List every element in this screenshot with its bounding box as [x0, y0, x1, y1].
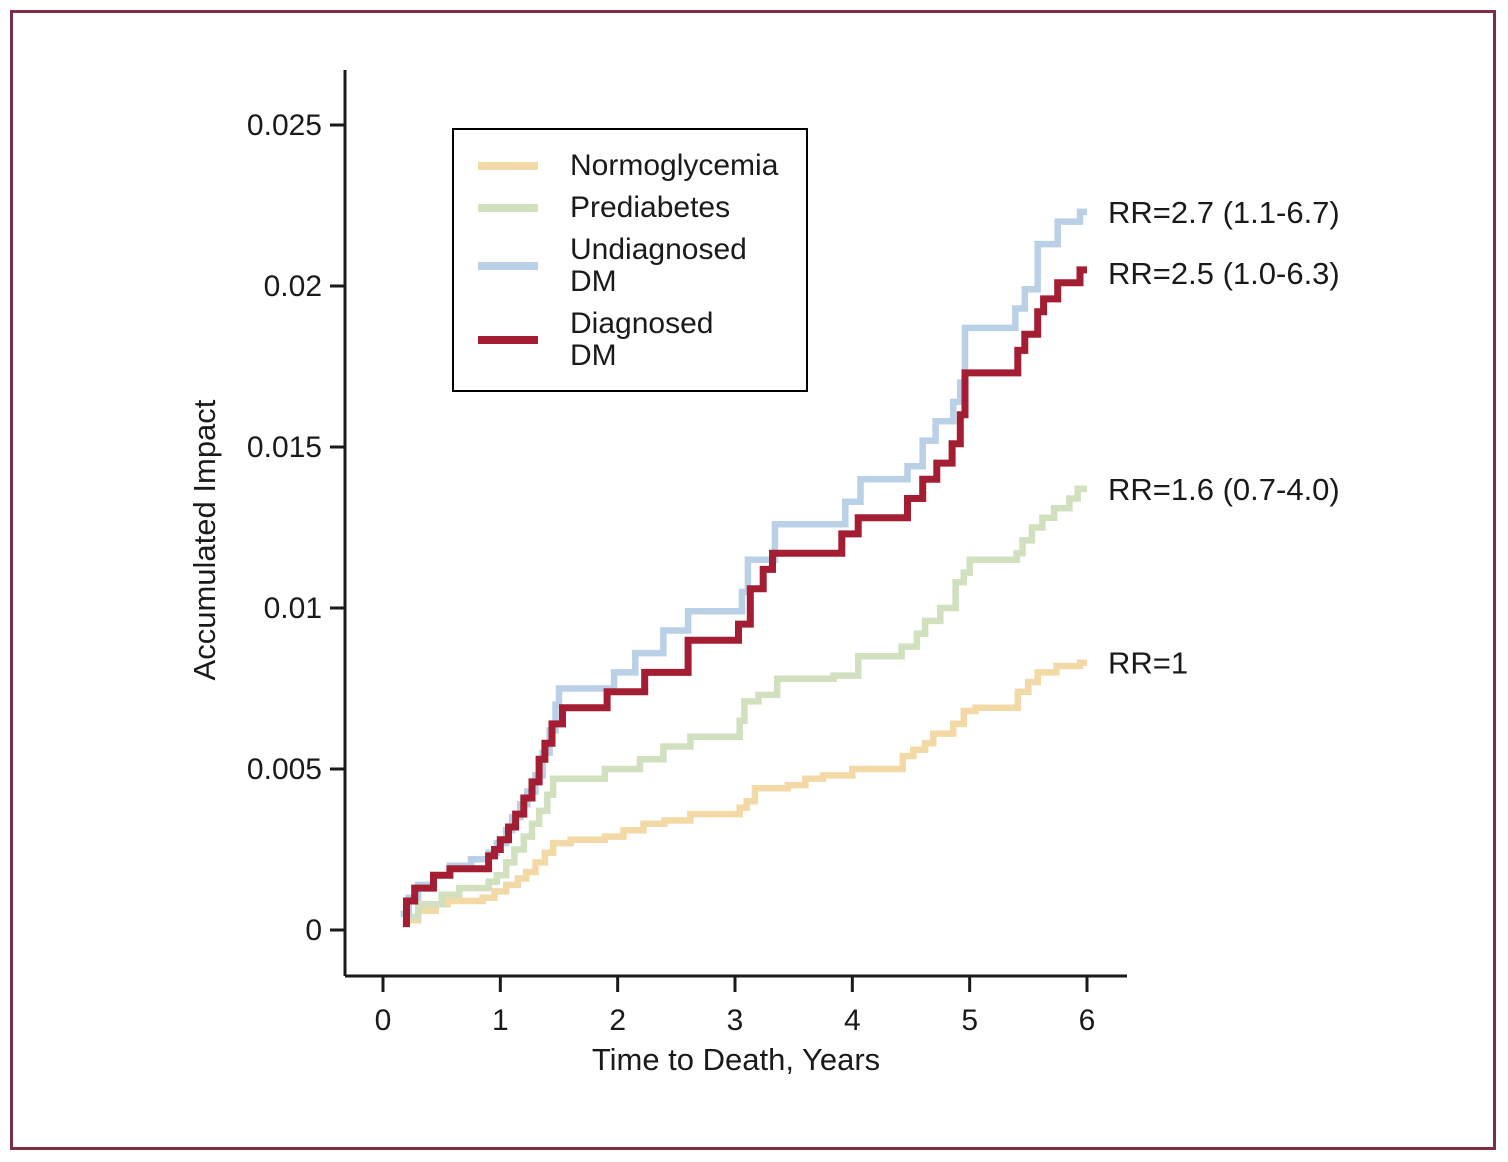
series-line-diagnosed-dm: [402, 266, 1087, 928]
x-tick-label: 6: [1079, 1004, 1096, 1037]
y-tick-label: 0.025: [247, 109, 322, 142]
legend-item-diagnosed-dm: Diagnosed DM: [478, 308, 782, 372]
x-tick-label: 5: [961, 1004, 978, 1037]
x-tick-label: 1: [492, 1004, 509, 1037]
legend-label: Prediabetes: [570, 191, 731, 224]
series-line-normoglycemia: [404, 659, 1087, 924]
rr-annotation: RR=2.5 (1.0-6.3): [1108, 256, 1340, 291]
legend-label: Diagnosed DM: [570, 307, 714, 372]
series-lines: [400, 208, 1087, 928]
x-tick-label: 2: [609, 1004, 626, 1037]
prediabetes-line-swatch: [478, 204, 538, 212]
rr-annotation: RR=1.6 (0.7-4.0): [1108, 472, 1340, 507]
y-tick-label: 0.015: [247, 431, 322, 464]
y-tick-label: 0: [305, 914, 322, 947]
undiagnosed-dm-line-swatch: [478, 262, 538, 270]
legend-label: Undiagnosed DM: [570, 233, 747, 298]
legend-item-normoglycemia: Normoglycemia: [478, 150, 782, 182]
rr-annotation: RR=1: [1108, 646, 1188, 681]
y-axis-title: Accumulated Impact: [187, 399, 222, 680]
legend-item-prediabetes: Prediabetes: [478, 192, 782, 224]
legend-label: Normoglycemia: [570, 149, 779, 182]
y-tick-label: 0.01: [264, 592, 322, 625]
normoglycemia-line-swatch: [478, 162, 538, 170]
y-tick-label: 0.02: [264, 270, 322, 303]
axis-ticks: 0 0.005 0.01 0.015 0.02 0.025 0 1 2 3 4 5 6: [247, 109, 1095, 1037]
x-axis-title: Time to Death, Years: [592, 1042, 880, 1077]
legend-item-undiagnosed-dm: Undiagnosed DM: [478, 234, 782, 298]
x-tick-label: 4: [844, 1004, 861, 1037]
legend: Normoglycemia Prediabetes Undiagnosed DM…: [452, 128, 808, 392]
y-tick-label: 0.005: [247, 753, 322, 786]
series-line-prediabetes: [402, 485, 1087, 921]
diagnosed-dm-line-swatch: [478, 336, 538, 344]
rr-annotation: RR=2.7 (1.1-6.7): [1108, 195, 1340, 230]
x-tick-label: 3: [727, 1004, 744, 1037]
annotations: RR=2.7 (1.1-6.7) RR=2.5 (1.0-6.3) RR=1.6 (…: [1108, 195, 1340, 681]
x-tick-label: 0: [375, 1004, 392, 1037]
